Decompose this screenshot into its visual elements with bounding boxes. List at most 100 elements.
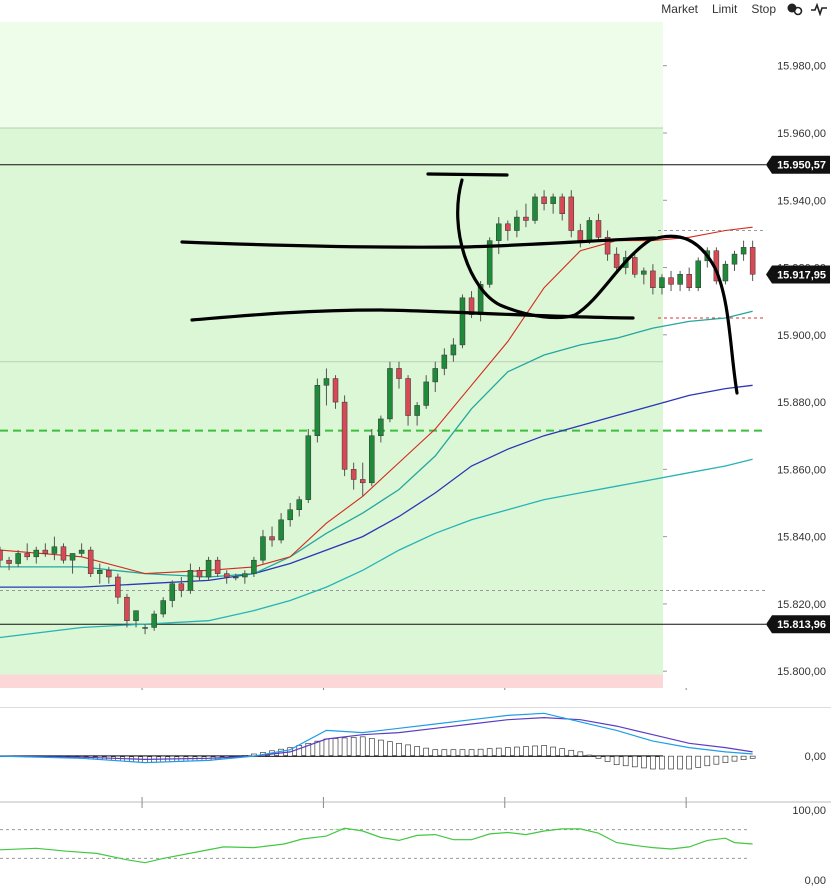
moving-average-long-line xyxy=(0,458,753,639)
price-tag xyxy=(766,155,830,174)
market-order-button[interactable]: Market xyxy=(661,2,698,16)
price-chart[interactable]: 08:0009:0010:0011:0012:0013:0015.800,001… xyxy=(0,0,831,690)
macd-line xyxy=(0,712,753,764)
macd-histogram-bar xyxy=(341,737,348,757)
candle-body xyxy=(205,559,212,578)
price-tag-label: 15.950,57 xyxy=(777,160,826,172)
candle-body xyxy=(115,576,121,598)
candle-body xyxy=(214,559,221,574)
candle-body xyxy=(332,378,339,403)
candle-body xyxy=(278,519,284,541)
macd-histogram-bar xyxy=(305,742,312,757)
macd-panel[interactable]: 0,00 xyxy=(0,707,831,803)
pulse-icon[interactable] xyxy=(810,2,828,16)
macd-histogram-bar xyxy=(695,755,702,768)
macd-histogram-bar xyxy=(405,744,411,757)
order-toolbar: Market Limit Stop xyxy=(654,0,831,18)
macd-histogram-bar xyxy=(378,739,384,757)
macd-histogram-bar xyxy=(713,755,720,765)
macd-histogram-bar xyxy=(495,747,502,757)
macd-signal-line xyxy=(0,716,753,761)
macd-histogram-bar xyxy=(296,745,303,757)
macd-histogram-bar xyxy=(550,746,556,757)
price-tag xyxy=(766,265,830,284)
macd-histogram-bar xyxy=(332,738,339,757)
macd-histogram-bar xyxy=(604,755,611,762)
candle-body xyxy=(133,610,139,621)
candle-body xyxy=(586,220,593,241)
macd-histogram-bar xyxy=(722,755,729,763)
drawn-top-line xyxy=(426,172,509,177)
candle-body xyxy=(523,216,529,221)
macd-histogram-bar xyxy=(740,755,747,761)
macd-histogram-bar xyxy=(459,749,466,757)
candle-body xyxy=(731,253,738,265)
candle-body xyxy=(541,196,547,204)
candle-body xyxy=(650,270,656,288)
candle-body xyxy=(505,223,511,231)
candle-body xyxy=(514,216,520,231)
y-tick-label: 0,00 xyxy=(805,875,826,887)
macd-histogram-bar xyxy=(613,755,620,766)
candle-body xyxy=(96,570,103,574)
macd-histogram-bar xyxy=(450,749,457,757)
zone-band xyxy=(0,22,663,128)
macd-histogram-bar xyxy=(441,749,448,757)
candle-body xyxy=(287,509,293,521)
candle-body xyxy=(350,469,357,480)
macd-histogram-bar xyxy=(749,755,756,759)
macd-histogram-bar xyxy=(486,748,493,757)
limit-order-button[interactable]: Limit xyxy=(711,2,738,16)
candle-body xyxy=(51,546,58,554)
macd-histogram-bar xyxy=(731,755,738,762)
macd-histogram-bar xyxy=(387,741,393,757)
macd-histogram-bar xyxy=(650,755,656,770)
macd-histogram-bar xyxy=(541,745,547,757)
zone-band xyxy=(0,674,663,688)
y-tick-label: 15.980,00 xyxy=(777,61,826,73)
macd-histogram-bar xyxy=(514,746,520,757)
y-tick-label: 15.900,00 xyxy=(777,330,826,342)
macd-histogram-bar xyxy=(686,755,692,770)
candle-body xyxy=(251,559,257,574)
macd-histogram-bar xyxy=(505,747,511,757)
macd-histogram-bar xyxy=(559,748,566,757)
stop-order-button[interactable]: Stop xyxy=(751,2,776,16)
candle-body xyxy=(233,576,239,579)
macd-histogram-bar xyxy=(641,755,647,769)
macd-histogram-bar xyxy=(631,755,638,768)
candle-body xyxy=(160,600,166,615)
candle-body xyxy=(359,479,366,484)
candle-body xyxy=(87,549,94,574)
candle-body xyxy=(42,549,49,554)
y-tick-label: 15.800,00 xyxy=(777,666,826,678)
candle-body xyxy=(423,381,429,406)
y-tick-label: 0,00 xyxy=(805,751,826,763)
candle-body xyxy=(686,274,692,288)
price-tag-label: 15.813,96 xyxy=(777,619,826,631)
candle-body xyxy=(668,277,674,285)
candle-body xyxy=(450,344,457,356)
candle-body xyxy=(69,553,76,561)
macd-histogram-bar xyxy=(368,738,375,757)
candle-body xyxy=(641,270,647,275)
macd-histogram-bar xyxy=(659,755,665,770)
macd-histogram-bar xyxy=(396,742,402,757)
macd-histogram-bar xyxy=(477,748,484,757)
price-tag-label: 15.917,95 xyxy=(777,269,826,281)
y-tick-label: 15.960,00 xyxy=(777,128,826,140)
candle-body xyxy=(106,570,112,578)
candle-body xyxy=(151,613,157,628)
macd-histogram-bar xyxy=(423,747,429,757)
macd-histogram-bar xyxy=(314,740,321,757)
candle-body xyxy=(486,240,493,285)
macd-histogram-bar xyxy=(622,755,629,767)
candle-body xyxy=(78,549,85,554)
candle-body xyxy=(60,546,67,561)
layers-icon[interactable] xyxy=(786,2,804,16)
candle-body xyxy=(604,237,611,255)
oscillator-panel[interactable]: 100,00 0,00 xyxy=(0,800,831,888)
moving-average-blue-line xyxy=(0,384,753,588)
macd-histogram-bar xyxy=(323,738,330,757)
